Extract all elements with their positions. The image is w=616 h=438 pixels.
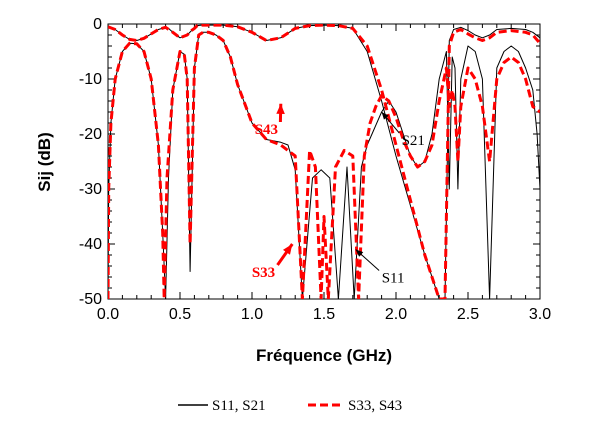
annotation-s21: S21	[381, 111, 425, 149]
x-tick-label: 3.0	[529, 306, 551, 323]
annotation-label: S21	[402, 133, 425, 149]
legend: S11, S21 S33, S43	[178, 398, 402, 414]
legend-label-s11-s21: S11, S21	[212, 398, 266, 414]
axis-ticks	[107, 23, 541, 300]
annotation-arrow-head	[355, 249, 364, 257]
y-tick-label: -40	[79, 236, 102, 253]
x-tick-labels: 0.0 0.5 1.0 1.5 2.0 2.5 3.0	[97, 306, 551, 323]
series-line-s33	[108, 30, 540, 299]
y-tick-label: -50	[79, 291, 102, 308]
series-line-s21	[108, 24, 540, 299]
x-tick-label: 2.5	[457, 306, 479, 323]
y-axis-title: Sij (dB)	[35, 132, 54, 192]
y-tick-label: -30	[79, 181, 102, 198]
annotation-arrow-head	[381, 112, 389, 120]
y-tick-label: -20	[79, 126, 102, 143]
annotation-arrow-head	[282, 244, 293, 255]
series-line-s43	[108, 24, 540, 299]
y-tick-label: -10	[79, 71, 102, 88]
x-tick-label: 1.0	[241, 306, 263, 323]
legend-label-s33-s43: S33, S43	[348, 398, 402, 414]
annotation-s33: S33	[252, 243, 294, 281]
y-tick-labels: 0 -10 -20 -30 -40 -50	[79, 16, 102, 308]
y-tick-label: 0	[93, 16, 102, 33]
annotation-label: S43	[255, 122, 278, 138]
x-tick-label: 0.5	[169, 306, 191, 323]
annotation-layer: S43 S21 S33 S11	[252, 103, 425, 287]
annotation-arrow-head	[276, 103, 285, 114]
x-tick-label: 1.5	[313, 306, 335, 323]
annotation-s43: S43	[255, 103, 285, 138]
annotation-label: S33	[252, 265, 275, 281]
series-layer	[108, 24, 540, 299]
x-tick-label: 0.0	[97, 306, 119, 323]
x-tick-label: 2.0	[385, 306, 407, 323]
annotation-label: S11	[382, 271, 405, 287]
annotation-s11: S11	[355, 249, 405, 287]
plot-area	[107, 23, 541, 300]
x-axis-title: Fréquence (GHz)	[256, 346, 392, 365]
